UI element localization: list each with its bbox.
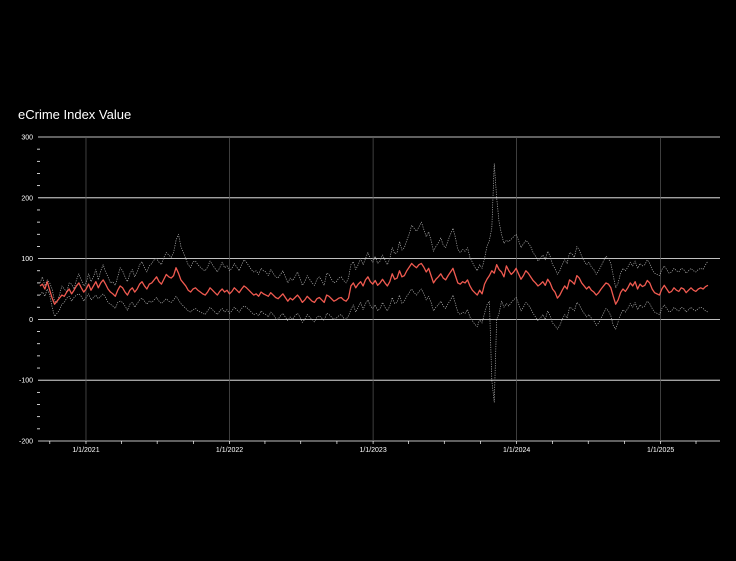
- x-tick-label: 1/1/2021: [72, 447, 99, 454]
- x-tick-label: 1/1/2024: [503, 447, 530, 454]
- label-layer: 300 200 100 0 -100 -200 1/1/2021 1/1/2022 1/1/20…: [19, 135, 674, 455]
- y-tick-label: 300: [21, 135, 33, 142]
- y-tick-label: 100: [21, 256, 33, 263]
- series-layer: [39, 163, 709, 403]
- y-tick-label: 200: [21, 195, 33, 202]
- y-tick-label: -100: [19, 378, 33, 385]
- y-tick-label: -200: [19, 439, 33, 446]
- series-line-index: [39, 262, 709, 305]
- x-tick-label: 1/1/2025: [647, 447, 674, 454]
- chart-title: eCrime Index Value: [18, 107, 132, 122]
- y-tick-label: 0: [29, 317, 33, 324]
- series-line-upper: [39, 163, 709, 303]
- series-line-lower: [39, 288, 709, 403]
- x-tick-label: 1/1/2023: [359, 447, 386, 454]
- x-tick-label: 1/1/2022: [216, 447, 243, 454]
- grid-layer: [37, 136, 720, 444]
